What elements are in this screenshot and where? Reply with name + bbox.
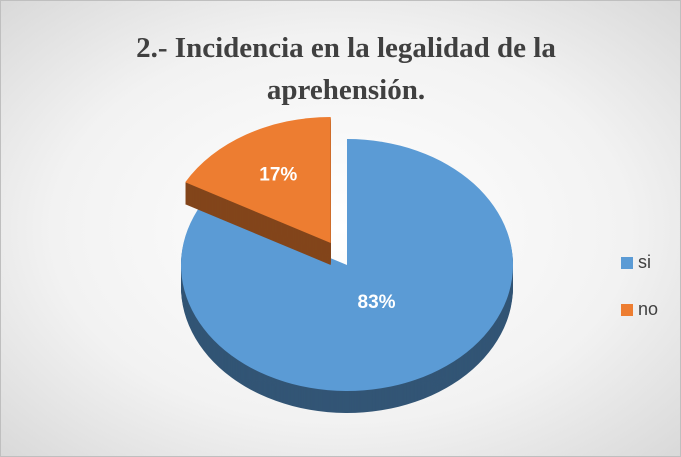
legend-label: si xyxy=(638,252,651,272)
legend-swatch xyxy=(621,257,633,269)
slice xyxy=(181,139,513,392)
data-label: 17% xyxy=(259,165,297,186)
legend-label: no xyxy=(638,299,658,319)
data-label: 83% xyxy=(358,292,396,313)
legend-swatch xyxy=(621,304,633,316)
chart-title: 2.- Incidencia en la legalidad de la apr… xyxy=(136,32,556,106)
slice xyxy=(185,116,331,243)
